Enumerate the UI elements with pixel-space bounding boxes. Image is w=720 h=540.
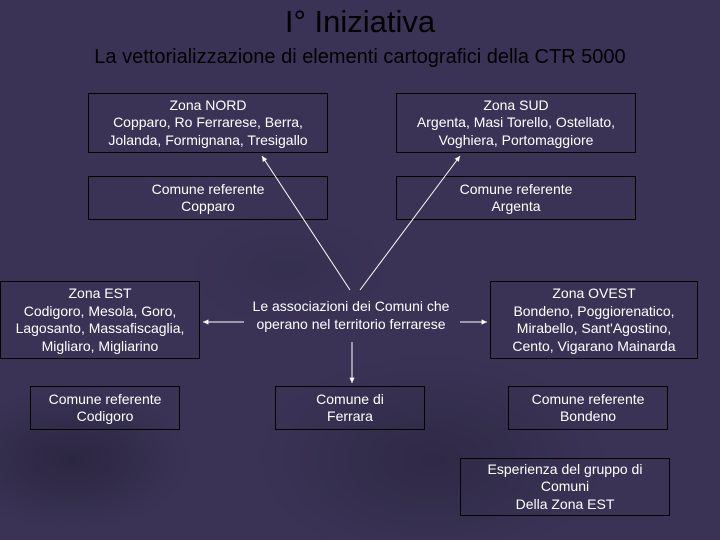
box-ref-sud: Comune referente Argenta: [396, 176, 636, 220]
box-line: Comune di: [316, 391, 384, 409]
box-line: Ferrara: [327, 408, 373, 426]
box-ref-nord: Comune referente Copparo: [88, 176, 328, 220]
box-line: Voghiera, Portomaggiore: [439, 132, 594, 150]
box-line: Lagosanto, Massafiscaglia,: [16, 320, 185, 338]
box-line: Zona EST: [68, 285, 131, 303]
box-line: Zona NORD: [169, 97, 246, 115]
box-line: Della Zona EST: [516, 496, 615, 514]
box-line: Codigoro: [77, 408, 134, 426]
box-line: Migliaro, Migliarino: [42, 338, 159, 356]
box-line: Mirabello, Sant'Agostino,: [517, 320, 671, 338]
box-line: Argenta, Masi Torello, Ostellato,: [417, 114, 615, 132]
box-zona-est: Zona EST Codigoro, Mesola, Goro, Lagosan…: [0, 281, 200, 359]
box-zona-nord: Zona NORD Copparo, Ro Ferrarese, Berra, …: [88, 93, 328, 153]
box-esperienza: Esperienza del gruppo di Comuni Della Zo…: [460, 458, 670, 516]
box-line: Comune referente: [152, 181, 265, 199]
box-line: Argenta: [491, 198, 540, 216]
box-ref-ovest: Comune referente Bondeno: [508, 386, 668, 430]
box-ferrara: Comune di Ferrara: [275, 386, 425, 430]
page-subtitle: La vettorializzazione di elementi cartog…: [0, 46, 720, 69]
box-line: Jolanda, Formignana, Tresigallo: [108, 132, 307, 150]
box-zona-ovest: Zona OVEST Bondeno, Poggiorenatico, Mira…: [490, 281, 698, 359]
box-line: Comune referente: [532, 391, 645, 409]
center-label: Le associazioni dei Comuni che operano n…: [239, 298, 463, 333]
box-ref-est: Comune referente Codigoro: [30, 386, 180, 430]
box-line: Esperienza del gruppo di: [488, 461, 643, 479]
center-line: Le associazioni dei Comuni che: [239, 298, 463, 316]
box-line: Zona SUD: [483, 97, 548, 115]
box-line: Zona OVEST: [552, 285, 635, 303]
box-zona-sud: Zona SUD Argenta, Masi Torello, Ostellat…: [396, 93, 636, 153]
page-title: I° Iniziativa: [0, 4, 720, 40]
box-line: Comune referente: [460, 181, 573, 199]
box-line: Bondeno: [560, 408, 616, 426]
box-line: Copparo: [181, 198, 235, 216]
box-line: Bondeno, Poggiorenatico,: [513, 303, 674, 321]
center-line: operano nel territorio ferrarese: [239, 316, 463, 334]
box-line: Comune referente: [49, 391, 162, 409]
box-line: Copparo, Ro Ferrarese, Berra,: [113, 114, 303, 132]
box-line: Cento, Vigarano Mainarda: [512, 338, 675, 356]
box-line: Codigoro, Mesola, Goro,: [24, 303, 177, 321]
box-line: Comuni: [541, 478, 589, 496]
